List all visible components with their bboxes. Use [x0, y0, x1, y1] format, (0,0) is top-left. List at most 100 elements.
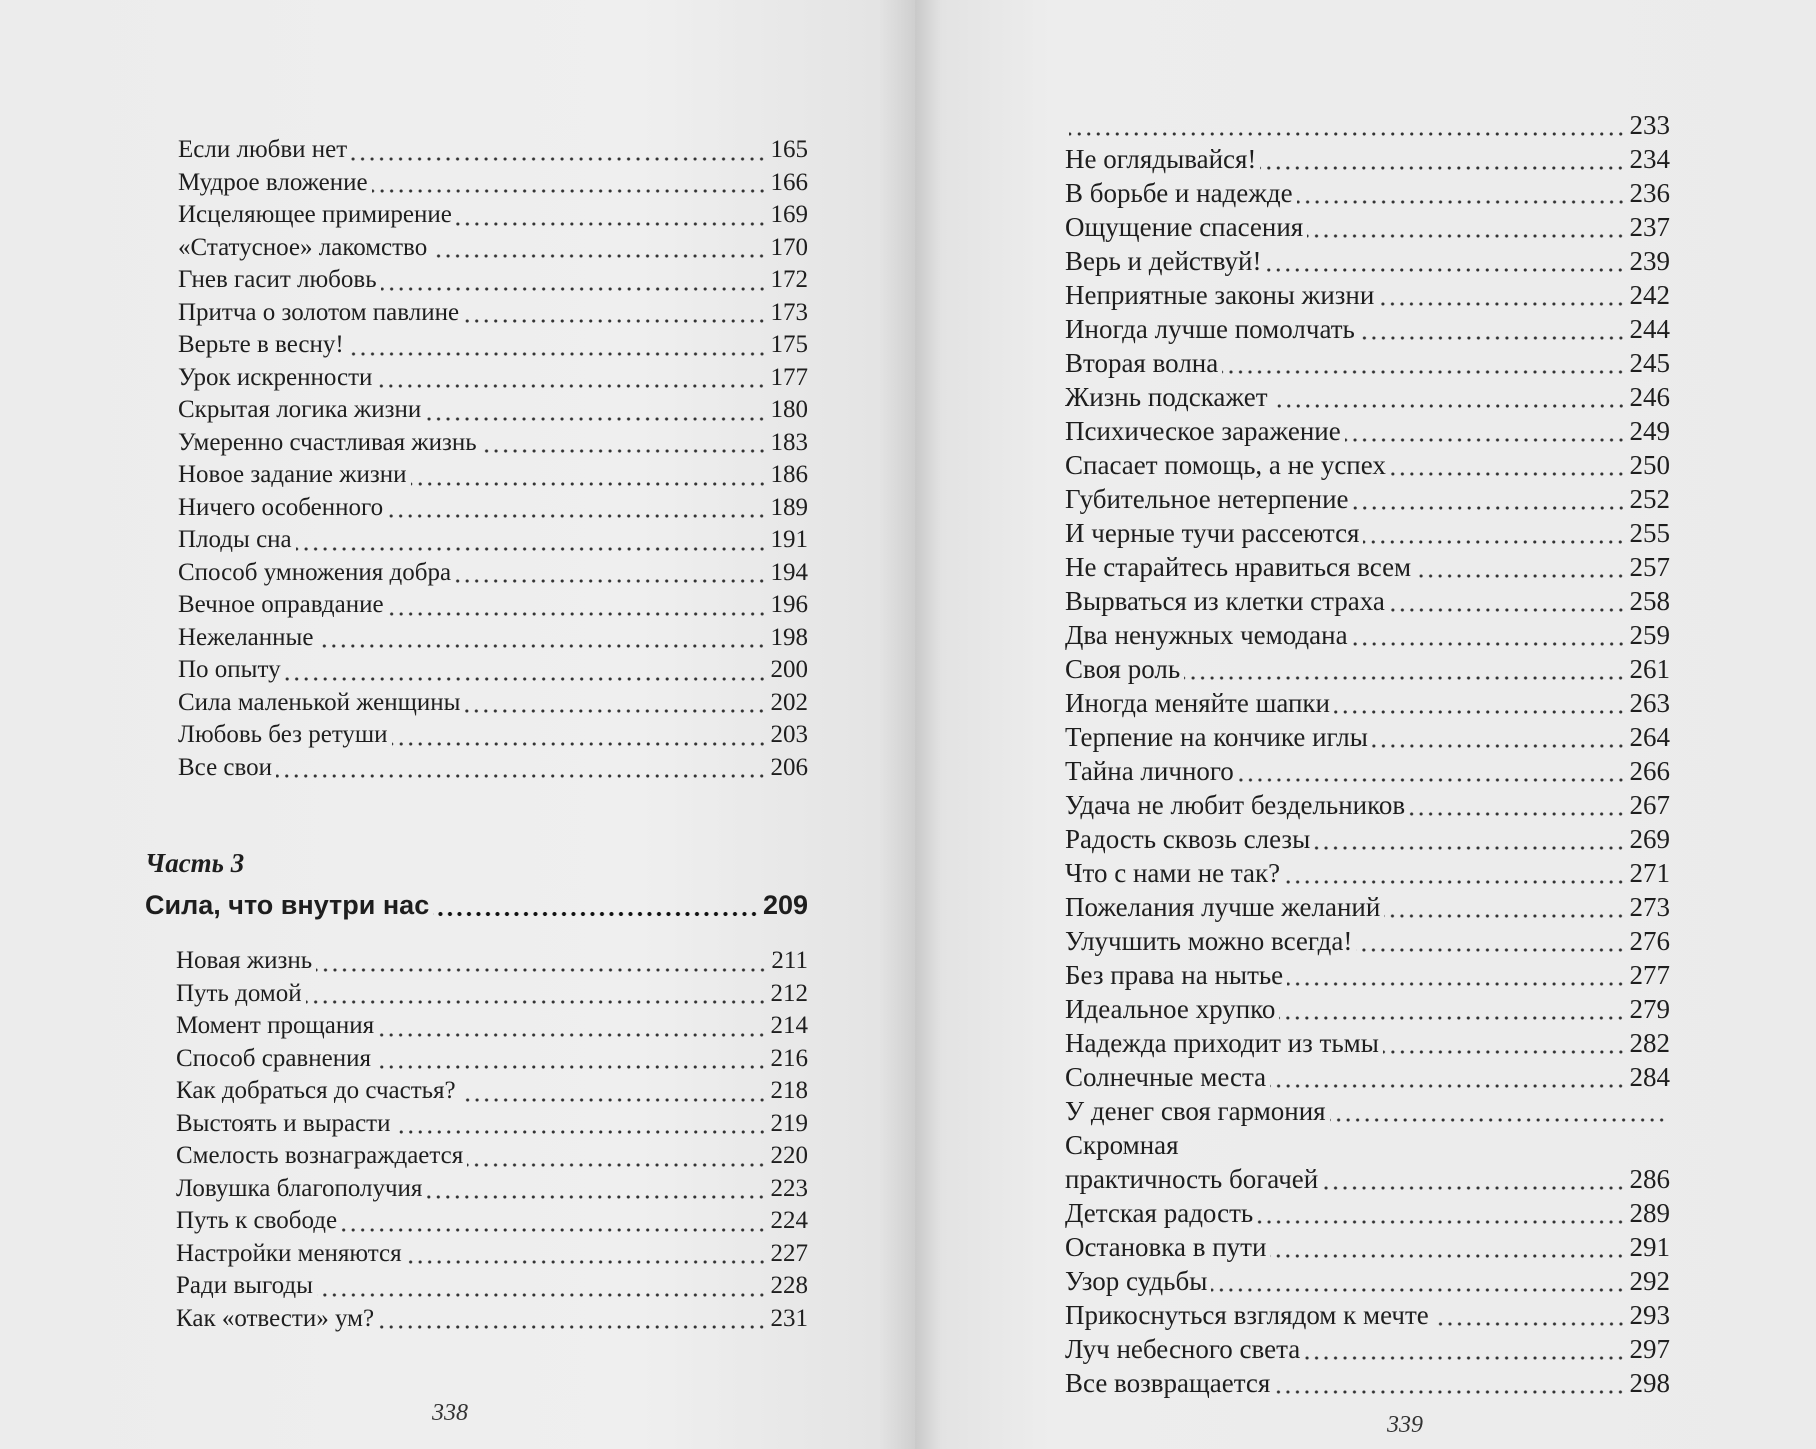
entry-page-number: 211	[771, 947, 808, 974]
toc-entry: Остановка в пути 291	[1065, 1230, 1670, 1264]
toc-entry: Своя роль 261	[1065, 652, 1670, 686]
toc-entry: Не старайтесь нравиться всем 257	[1065, 550, 1670, 584]
toc-entry: По опыту 200	[178, 654, 808, 687]
dot-leader	[1184, 673, 1626, 681]
entry-title: Верьте в весну!	[178, 331, 344, 358]
dot-leader	[459, 1094, 767, 1103]
entry-page-number: 172	[770, 266, 809, 293]
toc-entry: Губительное нетерпение 252	[1065, 482, 1670, 516]
entry-title: Нежеланные	[178, 623, 314, 651]
entry-title: практичность богачей	[1065, 1164, 1319, 1194]
toc-entry: Спасает помощь, а не успех 250	[1065, 448, 1670, 482]
toc-entry: Тайна личного 266	[1065, 754, 1670, 788]
toc-entry: Прикоснуться взглядом к мечте 293	[1065, 1298, 1670, 1332]
entry-title: Без права на нытье	[1065, 960, 1284, 990]
dot-leader	[1358, 333, 1626, 341]
entry-title: Терпение на кончике иглы	[1065, 722, 1368, 752]
part-label: Часть 3	[145, 848, 245, 878]
toc-entry: Что с нами не так? 271	[1065, 856, 1670, 890]
entry-page-number: 233	[1629, 110, 1671, 140]
entry-page-number: 180	[770, 396, 809, 423]
entry-title: Что с нами не так?	[1065, 858, 1281, 888]
toc-entry: Улучшить можно всегда! 276	[1065, 924, 1670, 958]
toc-entry: Момент прощания 214	[176, 1010, 808, 1043]
entry-page-number: 246	[1629, 382, 1671, 412]
dot-leader	[433, 909, 759, 917]
toc-entry: Выстоять и вырасти 219	[176, 1108, 808, 1141]
entry-page-number: 234	[1629, 144, 1671, 174]
toc-entry: Если любви нет 165	[178, 134, 808, 167]
page-number-left: 338	[432, 1400, 468, 1426]
toc-entry: «Статусное» лакомство 170	[178, 232, 808, 265]
toc-entry: Путь к свободе 224	[176, 1205, 808, 1238]
entry-title: Скромная	[1065, 1130, 1179, 1160]
entry-title: Не старайтесь нравиться всем	[1065, 552, 1412, 582]
entry-page-number: 245	[1629, 348, 1671, 378]
toc-entry: Притча о золотом павлине 173	[178, 297, 808, 330]
entry-page-number: 219	[770, 1109, 809, 1137]
toc-entry: Умеренно счастливая жизнь 183	[178, 427, 808, 460]
entry-title: Если любви нет	[178, 136, 348, 163]
entry-page-number: 189	[770, 493, 809, 521]
entry-title: По опыту	[178, 656, 281, 683]
toc-entry: Все возвращается 298	[1065, 1366, 1670, 1400]
part-page-number: 209	[762, 890, 808, 920]
entry-page-number: 202	[770, 688, 809, 716]
entry-page-number: 252	[1629, 484, 1671, 514]
entry-title: Новое задание жизни	[178, 461, 407, 488]
dot-leader	[394, 1127, 767, 1135]
toc-entry: Настройки меняются 227	[176, 1238, 808, 1271]
toc-list-part3: Новая жизнь 211 Путь домой 212 Момент прощан…	[176, 945, 808, 1335]
entry-title: Новая жизнь	[176, 947, 313, 974]
entry-title: Гнев гасит любовь	[178, 266, 377, 293]
entry-title: В борьбе и надежде	[1065, 178, 1293, 208]
dot-leader	[387, 608, 767, 617]
entry-page-number: 227	[770, 1239, 809, 1267]
entry-page-number: 284	[1629, 1062, 1671, 1092]
toc-entry: Ничего особенного 189	[178, 492, 808, 525]
entry-title: Любовь без ретуши	[178, 721, 388, 748]
entry-page-number: 186	[770, 461, 809, 488]
entry-title: Вырваться из клетки страха	[1065, 586, 1385, 616]
entry-title: Скрытая логика жизни	[178, 396, 422, 423]
dot-leader	[1344, 435, 1626, 443]
entry-title: Вторая волна	[1065, 348, 1219, 378]
entry-title: Настройки меняются	[176, 1239, 402, 1267]
dot-leader	[351, 153, 767, 162]
toc-entry: Радость сквозь слезы 269	[1065, 822, 1670, 856]
dot-leader	[1409, 809, 1626, 817]
entry-title: Способ умножения добра	[178, 558, 452, 586]
entry-title: Умеренно счастливая жизнь	[178, 428, 477, 456]
toc-entry: Луч небесного света 297	[1065, 1332, 1670, 1366]
entry-title: Как добраться до счастья?	[176, 1077, 456, 1104]
entry-title: Спасает помощь, а не успех	[1065, 450, 1386, 480]
dot-leader	[347, 348, 767, 357]
toc-entry: Психическое заражение 249	[1065, 414, 1670, 448]
toc-entry: Все свои 206	[178, 752, 808, 785]
entry-page-number: 220	[770, 1142, 809, 1169]
entry-title: Ради выгоды	[176, 1272, 313, 1299]
dot-leader	[410, 478, 767, 487]
entry-page-number: 259	[1629, 620, 1671, 650]
entry-page-number: 165	[770, 136, 809, 163]
entry-page-number: 173	[770, 298, 809, 326]
dot-leader	[1296, 197, 1626, 205]
toc-entry: И черные тучи рассеются 255	[1065, 516, 1670, 550]
page-number-right: 339	[1387, 1412, 1423, 1438]
dot-leader	[425, 413, 767, 422]
toc-entry: Солнечные места 284	[1065, 1060, 1670, 1094]
toc-entry: Ради выгоды 228	[176, 1270, 808, 1303]
dot-leader	[1222, 367, 1626, 375]
entry-title: Жизнь подскажет	[1065, 382, 1268, 412]
toc-entry: Ловушка благополучия 223	[176, 1173, 808, 1206]
toc-entry: Терпение на кончике иглы 264	[1065, 720, 1670, 754]
toc-entry: Верь и действуй! 239	[1065, 244, 1670, 278]
dot-leader	[305, 997, 767, 1005]
dot-leader	[1352, 503, 1626, 511]
entry-title: Выстоять и вырасти	[176, 1109, 391, 1137]
dot-leader	[1260, 163, 1626, 171]
entry-page-number: 214	[770, 1012, 809, 1039]
entry-page-number: 203	[770, 721, 809, 748]
toc-entry: Мудрое вложение 166	[178, 167, 808, 200]
toc-entry: Новая жизнь 211	[176, 945, 808, 978]
